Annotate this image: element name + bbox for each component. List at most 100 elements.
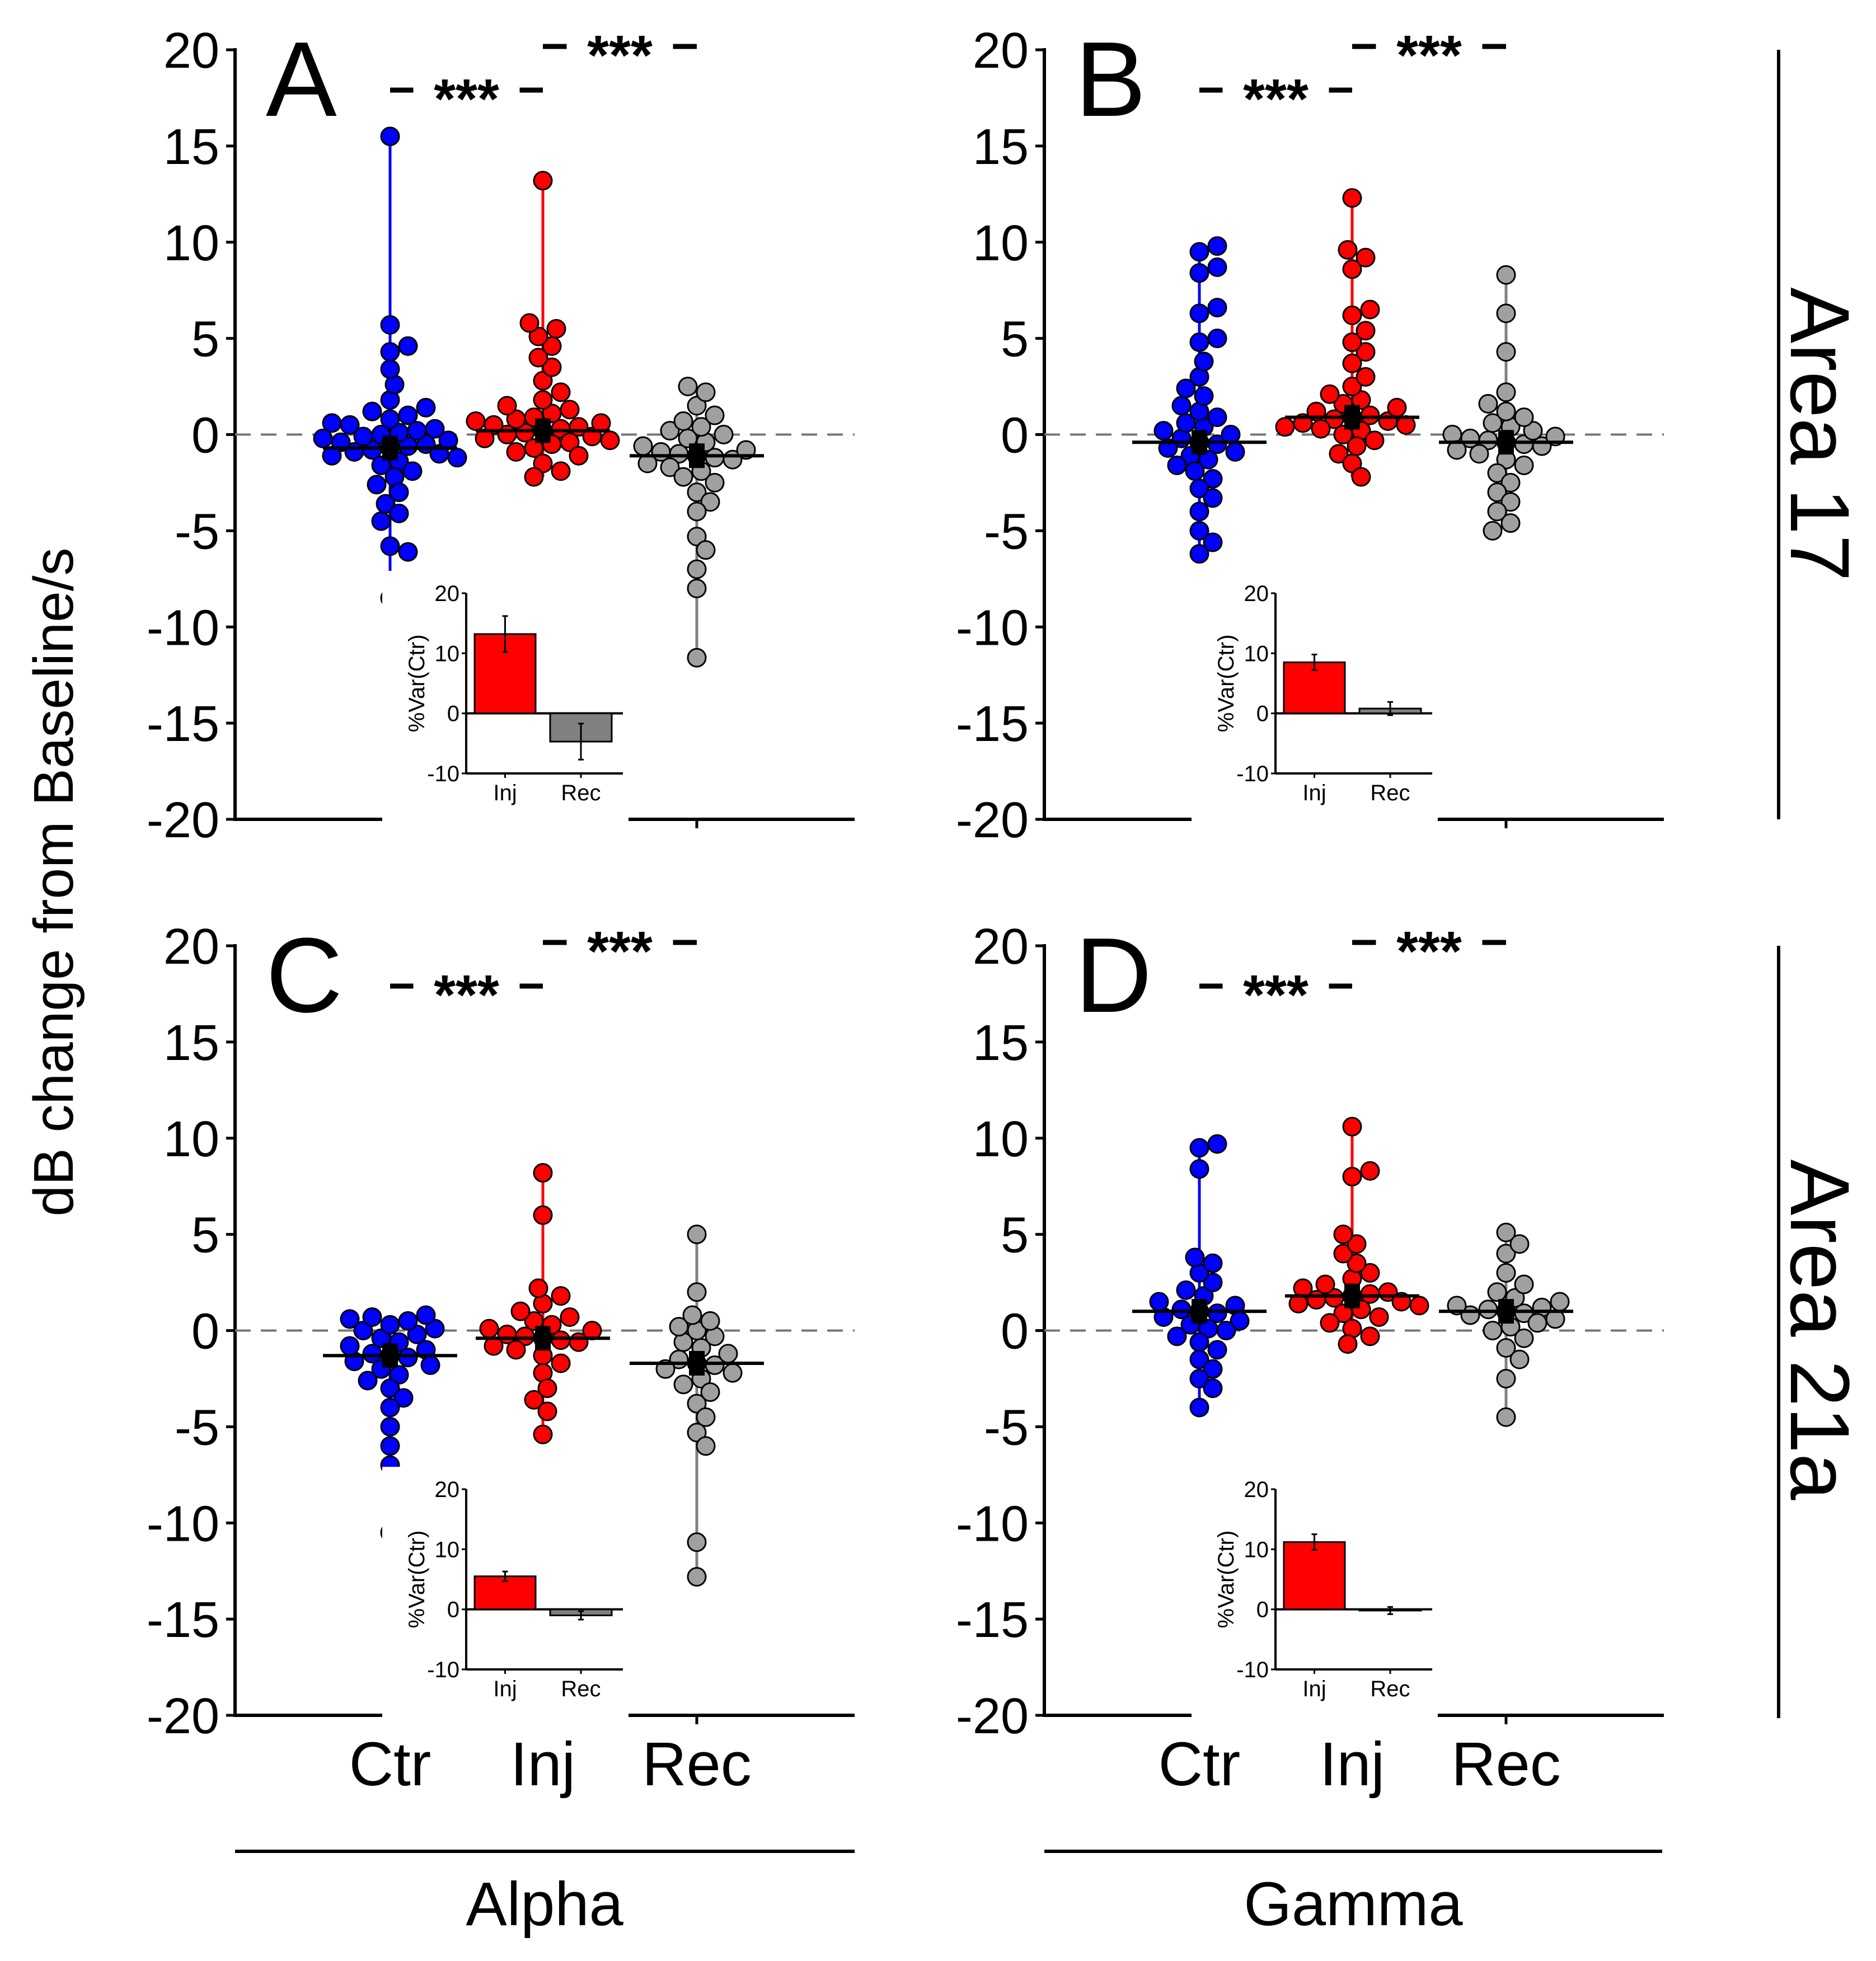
data-point bbox=[1496, 1368, 1516, 1388]
data-point bbox=[420, 1355, 440, 1375]
y-tick-label: -20 bbox=[956, 792, 1029, 848]
inset-y-tick-label: 10 bbox=[1244, 641, 1269, 666]
data-point bbox=[600, 430, 620, 451]
data-point bbox=[380, 409, 400, 429]
inset-y-label: %Var(Ctr) bbox=[405, 1531, 429, 1629]
x-tick-label-ctr: Ctr bbox=[1159, 1730, 1241, 1799]
data-point bbox=[687, 648, 707, 668]
y-tick-label: 20 bbox=[973, 23, 1029, 79]
panel-letter: A bbox=[266, 20, 337, 139]
data-point bbox=[1189, 242, 1209, 262]
data-point bbox=[1496, 303, 1516, 323]
data-point bbox=[687, 501, 707, 522]
data-point bbox=[367, 475, 387, 495]
inset-x-tick-label: Inj bbox=[493, 1677, 517, 1701]
data-point bbox=[1347, 1253, 1367, 1273]
data-point bbox=[322, 413, 342, 433]
significance-stars: *** bbox=[434, 964, 499, 1026]
inset-y-tick-label: 10 bbox=[435, 641, 460, 666]
data-point bbox=[380, 126, 400, 147]
group-ctr bbox=[1132, 1134, 1267, 1418]
data-point bbox=[1500, 472, 1521, 492]
data-point bbox=[1189, 1349, 1209, 1369]
data-point bbox=[1311, 419, 1331, 439]
data-point bbox=[533, 390, 553, 410]
data-point bbox=[1216, 1321, 1236, 1340]
data-point bbox=[1342, 1167, 1362, 1186]
group-ctr bbox=[1132, 236, 1267, 564]
inset-y-tick-label: -10 bbox=[427, 1658, 459, 1682]
mean-marker bbox=[1192, 430, 1207, 455]
data-point bbox=[1207, 329, 1227, 349]
area-label-17: Area 17 bbox=[1773, 287, 1867, 581]
data-point bbox=[1194, 351, 1214, 372]
y-tick-label: -15 bbox=[956, 1592, 1029, 1648]
data-point bbox=[358, 1371, 378, 1391]
data-point bbox=[416, 397, 436, 417]
mean-marker bbox=[535, 1326, 551, 1351]
x-tick-label-ctr: Ctr bbox=[349, 1730, 432, 1799]
inset-x-tick-label: Inj bbox=[493, 781, 517, 805]
y-tick-label: -5 bbox=[984, 1400, 1029, 1456]
data-point bbox=[1203, 1253, 1223, 1273]
significance-stars: *** bbox=[1243, 964, 1308, 1026]
inset-x-tick-label: Rec bbox=[1370, 781, 1410, 805]
data-point bbox=[1360, 1263, 1380, 1283]
data-point bbox=[1194, 386, 1214, 406]
mean-marker bbox=[382, 1343, 398, 1368]
data-point bbox=[1198, 449, 1218, 470]
data-point bbox=[1315, 1274, 1335, 1294]
data-point bbox=[687, 1282, 707, 1302]
data-point bbox=[1333, 1244, 1353, 1264]
inset-y-label: %Var(Ctr) bbox=[1214, 635, 1239, 733]
data-point bbox=[687, 1532, 707, 1552]
data-point bbox=[723, 1363, 743, 1383]
mean-marker bbox=[535, 418, 551, 443]
data-point bbox=[1351, 390, 1371, 410]
data-point bbox=[1496, 265, 1516, 285]
data-point bbox=[1483, 413, 1503, 433]
data-point bbox=[537, 1378, 557, 1399]
data-point bbox=[1203, 532, 1223, 552]
data-point bbox=[1387, 397, 1407, 417]
panel-B: 20 15 10 5 0 -5 -10 -15 -20 B *** *** 20 10 0 -10 %Var(C… bbox=[956, 20, 1664, 848]
data-point bbox=[1207, 1134, 1227, 1154]
data-point bbox=[687, 527, 707, 547]
data-point bbox=[447, 448, 467, 468]
data-point bbox=[524, 1311, 544, 1331]
data-point bbox=[1324, 409, 1344, 429]
y-tick-label: 20 bbox=[163, 23, 219, 79]
data-point bbox=[340, 415, 360, 435]
group-rec bbox=[1439, 265, 1573, 541]
data-point bbox=[1153, 421, 1174, 441]
group-ctr bbox=[313, 126, 467, 608]
inset-y-tick-label: -10 bbox=[1236, 1658, 1269, 1682]
data-point bbox=[1369, 1307, 1389, 1327]
data-point bbox=[497, 396, 517, 416]
area-label-21a: Area 21a bbox=[1773, 1160, 1867, 1500]
data-point bbox=[1500, 492, 1521, 512]
y-tick-label: 5 bbox=[191, 312, 219, 368]
data-point bbox=[1351, 467, 1371, 487]
data-point bbox=[1338, 1334, 1358, 1354]
data-point bbox=[1409, 1296, 1429, 1316]
data-point bbox=[1333, 1225, 1353, 1245]
inset-y-tick-label: 0 bbox=[1256, 702, 1269, 726]
data-point bbox=[519, 313, 540, 333]
data-point bbox=[1189, 1368, 1209, 1388]
data-point bbox=[551, 461, 571, 481]
data-point bbox=[1171, 396, 1192, 416]
y-tick-label: -15 bbox=[147, 696, 219, 752]
inset-bar-chart: 20 10 0 -10 %Var(Ctr) Inj Rec bbox=[1192, 1467, 1438, 1737]
data-point bbox=[1483, 520, 1503, 541]
data-point bbox=[1523, 421, 1543, 441]
data-point bbox=[1514, 1274, 1534, 1294]
data-point bbox=[537, 1401, 557, 1422]
data-point bbox=[506, 442, 526, 462]
inset-y-tick-label: 20 bbox=[1244, 1477, 1269, 1502]
data-point bbox=[546, 318, 566, 339]
data-point bbox=[687, 579, 707, 598]
data-point bbox=[1342, 305, 1362, 325]
y-tick-label: -15 bbox=[147, 1592, 219, 1648]
data-point bbox=[1514, 1328, 1534, 1348]
